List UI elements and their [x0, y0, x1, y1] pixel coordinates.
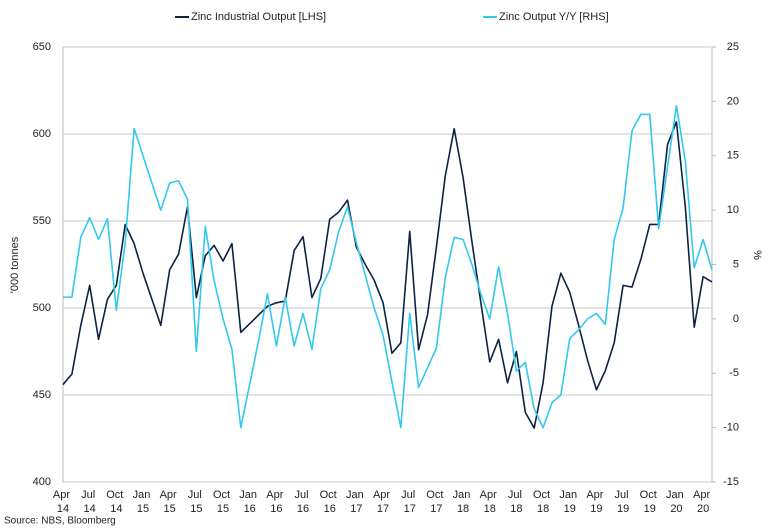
- legend-label: Zinc Industrial Output [LHS]: [191, 11, 326, 23]
- y-tick-label: 650: [33, 41, 51, 53]
- x-tick-label: Oct 17: [426, 489, 446, 515]
- x-tick-year: 19: [590, 503, 602, 515]
- x-tick-month: Oct: [640, 489, 660, 501]
- x-tick-year: 15: [137, 503, 149, 515]
- series-line: [62, 121, 713, 429]
- x-tick-label: Jan 18: [453, 489, 474, 515]
- source-note: Source: NBS, Bloomberg: [4, 516, 116, 527]
- x-tick-month: Jul: [615, 489, 632, 501]
- y2-tick-label: -15: [723, 476, 739, 488]
- x-tick-month: Apr: [693, 489, 713, 501]
- x-tick-label: Jul 19: [615, 489, 632, 515]
- x-tick-label: Apr 20: [693, 489, 713, 515]
- x-tick-label: Jul 18: [508, 489, 525, 515]
- x-tick-month: Oct: [213, 489, 233, 501]
- x-tick-label: Jul 16: [294, 489, 311, 515]
- x-tick-month: Jul: [401, 489, 418, 501]
- x-tick-month: Apr: [160, 489, 180, 501]
- x-tick-month: Jan: [133, 489, 154, 501]
- x-tick-month: Jan: [346, 489, 367, 501]
- x-tick-label: Oct 14: [106, 489, 126, 515]
- x-tick-year: 19: [644, 503, 656, 515]
- x-tick-month: Apr: [266, 489, 286, 501]
- x-tick-month: Jul: [188, 489, 205, 501]
- x-tick-year: 18: [537, 503, 549, 515]
- x-tick-label: Jan 16: [239, 489, 260, 515]
- x-tick-month: Jul: [508, 489, 525, 501]
- x-tick-month: Jul: [294, 489, 311, 501]
- y-tick-label: 450: [33, 389, 51, 401]
- x-tick-year: 20: [670, 503, 682, 515]
- y2-tick-label: 15: [727, 150, 739, 162]
- x-tick-year: 17: [377, 503, 389, 515]
- x-tick-month: Apr: [480, 489, 500, 501]
- y2-tick-label: 0: [733, 313, 739, 325]
- y2-tick-label: 25: [727, 41, 739, 53]
- x-tick-label: Jul 14: [81, 489, 98, 515]
- x-tick-year: 16: [324, 503, 336, 515]
- x-tick-month: Apr: [373, 489, 393, 501]
- x-tick-label: Apr 17: [373, 489, 393, 515]
- x-tick-year: 15: [190, 503, 202, 515]
- x-tick-year: 14: [57, 503, 69, 515]
- x-tick-label: Oct 19: [640, 489, 660, 515]
- series-line: [63, 104, 713, 429]
- x-tick-label: Oct 16: [320, 489, 340, 515]
- x-tick-label: Jul 15: [188, 489, 205, 515]
- x-tick-label: Oct 18: [533, 489, 553, 515]
- legend-label: Zinc Output Y/Y [RHS]: [499, 11, 609, 23]
- x-tick-label: Jan 17: [346, 489, 367, 515]
- x-tick-year: 17: [404, 503, 416, 515]
- x-tick-month: Oct: [320, 489, 340, 501]
- x-tick-month: Jan: [453, 489, 474, 501]
- y2-tick-label: 20: [727, 95, 739, 107]
- x-tick-month: Oct: [426, 489, 446, 501]
- x-tick-label: Jan 20: [666, 489, 687, 515]
- y-axis-title: '000 tonnes: [9, 236, 21, 293]
- x-tick-year: 15: [217, 503, 229, 515]
- x-tick-year: 16: [270, 503, 282, 515]
- y-tick-label: 400: [33, 476, 51, 488]
- x-tick-year: 18: [510, 503, 522, 515]
- x-tick-label: Jan 19: [559, 489, 580, 515]
- x-tick-year: 14: [84, 503, 96, 515]
- y-tick-label: 500: [33, 302, 51, 314]
- x-tick-year: 17: [350, 503, 362, 515]
- y2-tick-label: 5: [733, 258, 739, 270]
- x-tick-month: Jan: [559, 489, 580, 501]
- x-tick-year: 18: [484, 503, 496, 515]
- y2-tick-label: 10: [727, 204, 739, 216]
- x-tick-year: 20: [697, 503, 709, 515]
- plot-frame: [62, 46, 713, 483]
- x-tick-year: 15: [164, 503, 176, 515]
- x-tick-month: Oct: [106, 489, 126, 501]
- x-tick-label: Oct 15: [213, 489, 233, 515]
- x-tick-month: Apr: [586, 489, 606, 501]
- x-tick-year: 16: [297, 503, 309, 515]
- x-tick-year: 19: [617, 503, 629, 515]
- x-tick-label: Apr 19: [586, 489, 606, 515]
- x-tick-label: Apr 15: [160, 489, 180, 515]
- x-tick-year: 19: [564, 503, 576, 515]
- y2-tick-label: -5: [729, 367, 739, 379]
- x-tick-label: Jan 15: [133, 489, 154, 515]
- x-tick-year: 18: [457, 503, 469, 515]
- y-tick-label: 600: [33, 128, 51, 140]
- x-tick-label: Apr 18: [480, 489, 500, 515]
- y2-axis-title: %: [751, 250, 763, 260]
- x-tick-month: Jul: [81, 489, 98, 501]
- x-tick-year: 16: [244, 503, 256, 515]
- y2-tick-label: -10: [723, 422, 739, 434]
- x-tick-label: Apr 14: [53, 489, 73, 515]
- x-tick-month: Jan: [239, 489, 260, 501]
- x-tick-month: Jan: [666, 489, 687, 501]
- x-tick-year: 14: [110, 503, 122, 515]
- y-tick-label: 550: [33, 215, 51, 227]
- x-tick-year: 17: [430, 503, 442, 515]
- x-tick-label: Jul 17: [401, 489, 418, 515]
- x-tick-month: Apr: [53, 489, 73, 501]
- x-tick-month: Oct: [533, 489, 553, 501]
- x-tick-label: Apr 16: [266, 489, 286, 515]
